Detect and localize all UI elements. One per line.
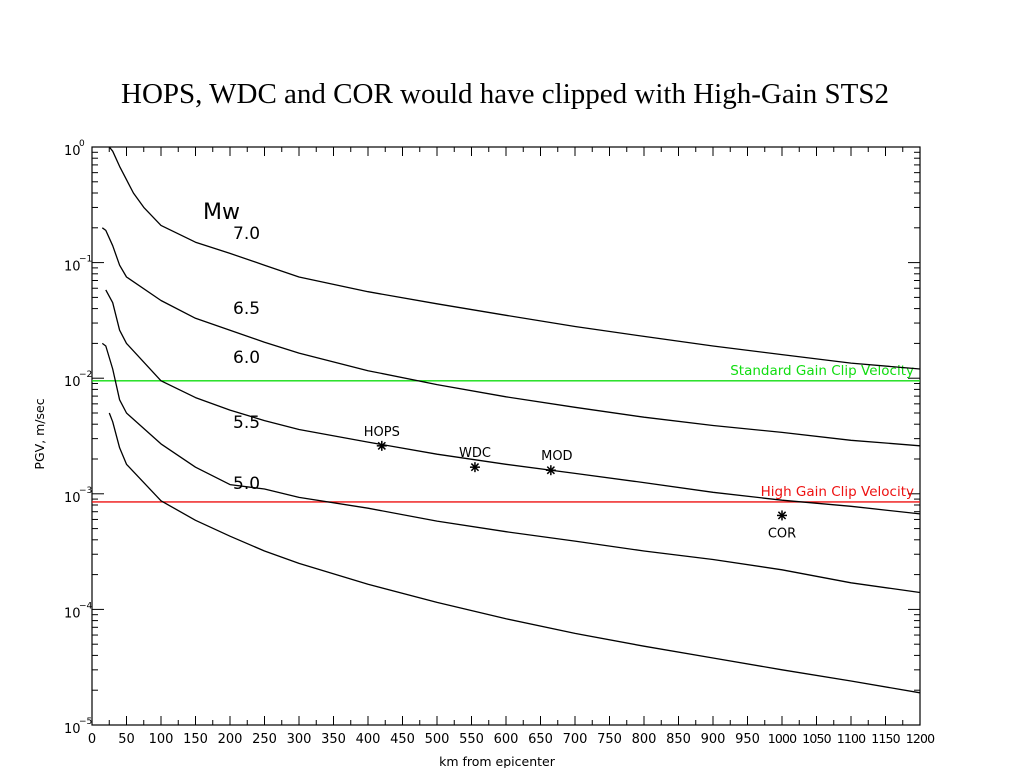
station-marker-stroke <box>377 441 386 450</box>
x-tick-label: 350 <box>321 732 346 747</box>
station-label: COR <box>768 526 796 541</box>
x-tick-label: 250 <box>252 732 277 747</box>
x-axis-title: km from epicenter <box>439 754 556 768</box>
y-axis-title: PGV, m/sec <box>32 398 47 469</box>
x-tick-label: 1050 <box>802 731 831 746</box>
curve-label: 6.0 <box>233 348 260 368</box>
x-tick-label: 950 <box>735 732 760 747</box>
x-tick-label: 1150 <box>871 731 900 746</box>
x-tick-label: 800 <box>632 732 657 747</box>
y-tick-label: 10 <box>64 722 81 737</box>
x-tick-label: 1100 <box>837 731 866 746</box>
x-tick-label: 650 <box>528 732 553 747</box>
x-tick-label: 400 <box>356 732 381 747</box>
curve-label: 5.0 <box>233 474 260 494</box>
y-tick-label: 10 <box>64 144 81 159</box>
slide-title: HOPS, WDC and COR would have clipped wit… <box>121 78 889 110</box>
magnitude-curve <box>101 342 921 594</box>
x-tick-label: 1000 <box>768 731 797 746</box>
x-tick-label: 0 <box>88 732 96 747</box>
x-tick-label: 550 <box>459 732 484 747</box>
x-tick-label: 900 <box>701 732 726 747</box>
station-marker <box>777 510 787 521</box>
y-tick-exponent: −2 <box>79 370 92 380</box>
x-tick-label: 50 <box>118 732 135 747</box>
station-label: MOD <box>541 449 572 464</box>
curve-label: 7.0 <box>233 224 260 244</box>
x-tick-label: 750 <box>597 732 622 747</box>
station-marker-stroke <box>546 466 555 475</box>
x-tick-label: 500 <box>425 732 450 747</box>
x-tick-label: 100 <box>149 732 174 747</box>
curve-label: 5.5 <box>233 413 260 433</box>
y-tick-exponent: 0 <box>79 139 85 149</box>
x-tick-label: 200 <box>218 732 243 747</box>
y-tick-label: 10 <box>64 375 81 390</box>
reference-line-label: High Gain Clip Velocity <box>761 484 914 500</box>
station-marker-stroke <box>470 463 480 472</box>
x-tick-label: 700 <box>563 732 588 747</box>
station-marker <box>545 465 556 476</box>
station-marker <box>376 440 387 451</box>
x-tick-label: 600 <box>494 732 519 747</box>
station-label: WDC <box>459 446 491 461</box>
x-tick-label: 150 <box>183 732 208 747</box>
reference-line-label: Standard Gain Clip Velocity <box>730 363 914 379</box>
y-tick-label: 10 <box>64 491 81 506</box>
y-tick-exponent: −5 <box>79 717 92 727</box>
magnitude-curve <box>105 289 921 515</box>
y-tick-exponent: −4 <box>79 601 93 611</box>
plot-frame <box>91 146 921 726</box>
magnitude-header: Mw <box>203 200 240 225</box>
y-tick-label: 10 <box>64 606 81 621</box>
y-tick-exponent: −3 <box>79 486 92 496</box>
y-tick-label: 10 <box>64 260 81 275</box>
curve-label: 6.5 <box>233 299 260 319</box>
station-label: HOPS <box>364 425 400 440</box>
x-tick-label: 1200 <box>906 731 935 746</box>
magnitude-curve <box>108 412 921 694</box>
x-tick-label: 850 <box>666 732 691 747</box>
magnitude-curve <box>108 146 921 370</box>
y-tick-exponent: −1 <box>79 255 92 265</box>
magnitude-curve <box>101 227 921 447</box>
x-tick-label: 450 <box>390 732 415 747</box>
x-tick-label: 300 <box>287 732 312 747</box>
station-marker <box>469 462 480 473</box>
station-marker-stroke <box>777 511 787 520</box>
